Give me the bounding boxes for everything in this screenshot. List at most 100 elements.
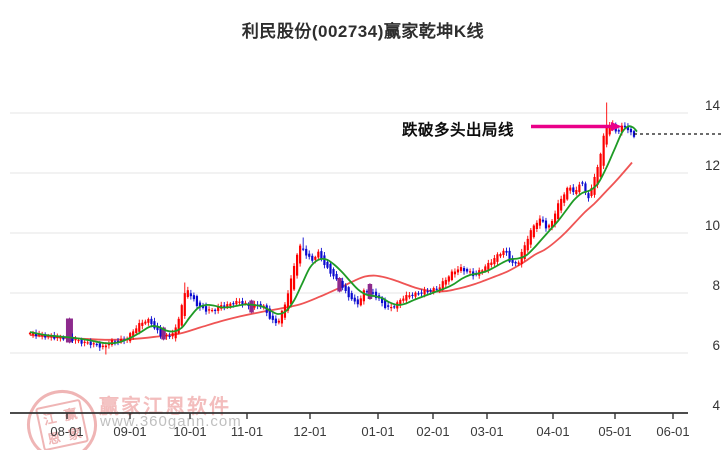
candle-body — [484, 266, 487, 272]
candle-body — [514, 262, 517, 264]
candle-body — [268, 308, 271, 319]
candle-body — [511, 258, 514, 263]
candle-body — [459, 267, 463, 271]
candle-body — [566, 187, 569, 200]
candle-body — [578, 184, 581, 193]
candle-body — [299, 245, 302, 264]
x-axis-label: 10-01 — [173, 424, 207, 439]
candle-body — [177, 318, 180, 334]
candle-body — [65, 318, 73, 343]
candle-body — [302, 248, 305, 250]
candle-body — [587, 193, 590, 199]
y-axis-label: 4 — [712, 398, 720, 413]
candle-body — [274, 318, 277, 324]
candle-body — [465, 269, 469, 272]
candle-body — [244, 302, 247, 305]
candle-body — [496, 254, 499, 262]
candle-body — [414, 292, 417, 297]
candle-body — [113, 341, 117, 343]
candle-body — [523, 245, 526, 260]
candle-body — [435, 288, 438, 290]
candle-body — [569, 187, 572, 191]
candle-body — [104, 345, 107, 348]
candle-body — [359, 298, 362, 306]
candle-body — [204, 306, 208, 312]
candle-body — [56, 336, 59, 339]
candle-body — [235, 300, 238, 305]
candle-body — [441, 281, 444, 290]
candle-body — [207, 309, 211, 311]
candle-body — [353, 297, 356, 302]
candle-body — [374, 291, 378, 299]
candle-body — [332, 269, 335, 277]
candle-body — [329, 263, 332, 274]
candle-body — [226, 304, 229, 307]
candle-body — [271, 315, 274, 320]
y-axis-label: 8 — [712, 278, 720, 293]
candle-body — [138, 323, 141, 332]
x-axis-label: 12-01 — [293, 424, 327, 439]
candle-body — [426, 291, 429, 293]
x-axis-label: 11-01 — [230, 424, 264, 439]
candle-body — [608, 125, 611, 135]
candle-body — [469, 271, 472, 273]
candle-body — [31, 333, 35, 335]
candle-body — [429, 290, 432, 292]
candle-body — [195, 296, 199, 307]
candle-body — [335, 273, 338, 280]
chart-title: 利民股份(002734)赢家乾坤K线 — [241, 22, 485, 41]
candle-body — [350, 293, 353, 300]
candle-body — [408, 295, 411, 298]
candle-body — [77, 339, 80, 342]
candle-body — [229, 303, 232, 307]
candle-body — [161, 327, 166, 340]
candle-body — [165, 335, 168, 337]
ma-fast-line — [29, 125, 638, 345]
candle-body — [367, 284, 373, 299]
candle-body — [599, 153, 602, 177]
x-axis-label: 01-01 — [361, 424, 395, 439]
candle-body — [286, 293, 290, 311]
watermark-url-text: www.360gann.com — [100, 413, 242, 430]
candle-body — [289, 278, 293, 305]
candle-body — [590, 187, 593, 196]
candle-body — [623, 125, 626, 128]
candle-body — [538, 218, 542, 226]
candle-body — [174, 327, 177, 339]
candle-body — [186, 290, 189, 298]
candle-body — [62, 336, 65, 340]
candle-body — [280, 310, 284, 324]
candle-body — [371, 292, 375, 294]
candle-body — [344, 285, 347, 292]
candle-body — [311, 255, 314, 261]
candle-body — [317, 251, 320, 258]
candle-body — [502, 250, 505, 255]
candle-body — [159, 327, 162, 337]
candle-body — [411, 294, 414, 296]
candle-body — [584, 183, 587, 193]
candle-body — [417, 293, 420, 295]
candle-body — [86, 342, 89, 344]
candle-body — [168, 335, 171, 338]
annotation-label: 跌破多头出局线 — [402, 122, 515, 139]
candle-body — [602, 135, 605, 166]
x-axis-label: 06-01 — [656, 424, 690, 439]
ma-slow-line — [29, 161, 633, 341]
x-axis-label: 03-01 — [470, 424, 504, 439]
candle-body — [192, 295, 195, 300]
candle-body — [493, 258, 496, 265]
candle-body — [550, 220, 554, 229]
candle-body — [201, 305, 205, 308]
candle-body — [341, 280, 344, 288]
candle-body — [296, 254, 299, 276]
candle-body — [314, 256, 317, 260]
candle-body — [292, 266, 296, 290]
candle-body — [581, 182, 584, 184]
candle-body — [438, 287, 441, 290]
candle-body — [95, 343, 98, 346]
candle-body — [223, 305, 226, 307]
candle-body — [563, 194, 566, 203]
candle-body — [393, 306, 396, 308]
